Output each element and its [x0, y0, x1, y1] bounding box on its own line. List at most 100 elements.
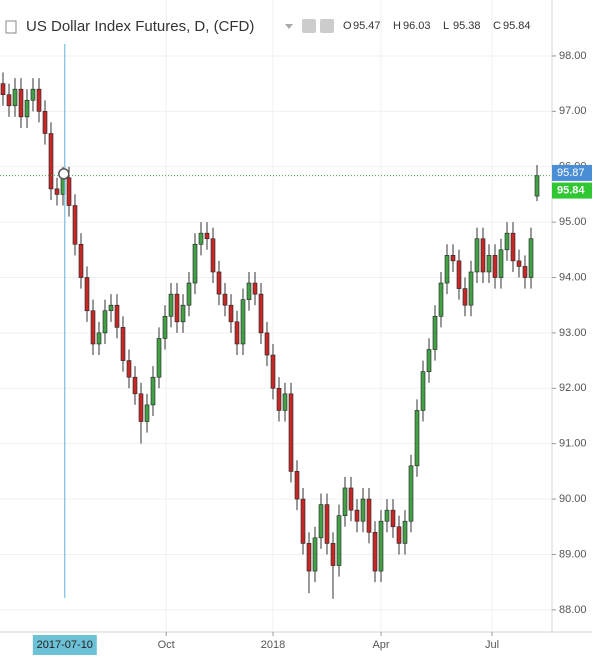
y-tick-label: 89.00 — [559, 548, 587, 560]
y-tick-label: 92.00 — [559, 382, 587, 394]
candle-body — [522, 266, 528, 278]
candle-body — [480, 238, 486, 273]
dropdown-icon[interactable] — [285, 24, 293, 29]
candle-body — [390, 509, 396, 528]
candle-body — [234, 321, 240, 345]
candle-body — [396, 526, 402, 544]
candle-body — [102, 310, 108, 334]
ohlc-value: 96.03 — [403, 20, 431, 32]
candle-body — [192, 243, 198, 284]
candle-body — [444, 255, 450, 284]
candle-body — [258, 293, 264, 334]
candle-body — [18, 88, 24, 118]
crosshair-y-box — [552, 164, 592, 181]
candle-body — [90, 310, 96, 345]
candle-body — [498, 249, 504, 278]
candle-body — [138, 393, 144, 422]
candle-body — [294, 471, 300, 500]
candle-body — [186, 282, 192, 306]
x-tick-label: Oct — [158, 639, 175, 651]
y-tick-label: 91.00 — [559, 438, 587, 450]
candle-body — [12, 88, 18, 107]
candle-body — [414, 410, 420, 467]
axes: 88.00 89.00 90.00 91.00 92.00 93.00 94.00 95.00… — [32, 50, 592, 655]
candle-body — [54, 188, 60, 195]
candle-body — [66, 177, 72, 206]
crosshair-marker — [58, 168, 70, 180]
candle-body — [312, 537, 318, 572]
candle-body — [180, 304, 186, 323]
candle-body — [504, 232, 510, 251]
y-tick-label: 93.00 — [559, 327, 587, 339]
candle-body — [336, 515, 342, 566]
candle-body — [246, 282, 252, 300]
ohlc-key: C — [493, 20, 501, 32]
candle-body — [78, 243, 84, 278]
candle-body — [120, 327, 126, 361]
eye-icon[interactable] — [302, 19, 316, 33]
candle-body — [36, 88, 42, 112]
y-tick-label: 97.00 — [559, 105, 587, 117]
candle-body — [348, 487, 354, 511]
ohlc-value: 95.38 — [453, 20, 481, 32]
x-tick-label: Apr — [372, 639, 389, 651]
candle-body — [306, 543, 312, 572]
y-tick-label: 95.00 — [559, 216, 587, 228]
candle-body — [42, 111, 48, 134]
candle-body — [282, 393, 288, 411]
candle-body — [150, 376, 156, 406]
candle-body — [318, 504, 324, 539]
candle-body — [210, 238, 216, 273]
candles — [0, 44, 552, 599]
y-tick-label: 88.00 — [559, 604, 587, 616]
candle-body — [516, 260, 522, 267]
candle-body — [426, 349, 432, 372]
candle-body — [492, 255, 498, 278]
candle-body — [6, 94, 12, 107]
candle-body — [330, 543, 336, 566]
candle-body — [432, 315, 438, 350]
ohlc-key: L — [443, 20, 449, 32]
settings-icon[interactable] — [320, 19, 334, 33]
candle-body — [264, 332, 270, 356]
candle-body — [84, 277, 90, 312]
candle-body — [354, 509, 360, 522]
candle-body — [168, 293, 174, 317]
candle-body — [408, 465, 414, 522]
candle-body — [72, 205, 78, 245]
candle-body — [240, 299, 246, 345]
candle-body — [288, 393, 294, 472]
candle-body — [222, 293, 228, 306]
candle-body — [174, 293, 180, 323]
ohlc-value: 95.47 — [353, 20, 381, 32]
crosshair-x-box — [32, 635, 97, 655]
candle-body — [450, 255, 456, 262]
candle-body — [216, 271, 222, 295]
candle-body — [114, 304, 120, 328]
candle-body — [30, 88, 36, 101]
candle-body — [438, 282, 444, 317]
candle-body — [270, 354, 276, 389]
candle-body — [228, 304, 234, 323]
candle-body — [0, 83, 6, 96]
collapse-icon[interactable] — [5, 20, 17, 34]
candle-body — [420, 371, 426, 411]
ohlc-value: 95.84 — [503, 20, 531, 32]
candle-body — [96, 332, 102, 345]
candle-body — [366, 498, 372, 533]
candle-body — [360, 498, 366, 522]
candle-body — [342, 487, 348, 516]
candle-body — [204, 232, 210, 240]
candle-body — [372, 531, 378, 572]
candle-body — [162, 315, 168, 339]
crosshair-x-label: 2017-07-10 — [37, 639, 93, 651]
candle-body — [384, 509, 390, 522]
y-tick-label: 98.00 — [559, 50, 587, 62]
crosshair-y-label: 95.87 — [557, 167, 585, 179]
candle-body — [402, 520, 408, 544]
candle-body — [252, 282, 258, 295]
candle-body — [528, 238, 534, 278]
